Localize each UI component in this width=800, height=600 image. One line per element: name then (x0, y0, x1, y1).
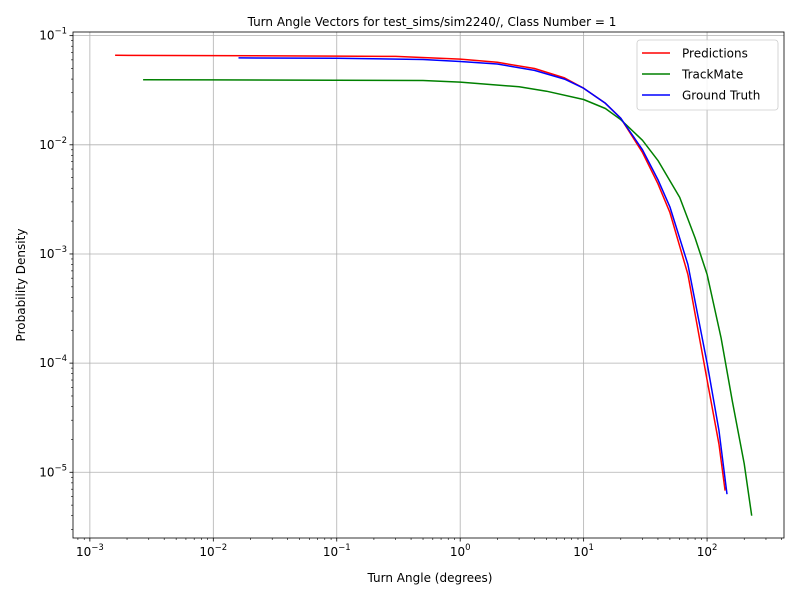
y-tick-label-base: 10 (39, 29, 54, 43)
x-tick-label-exponent: 1 (589, 543, 594, 553)
x-tick-label-base: 10 (76, 545, 91, 559)
y-tick-label: 10−5 (39, 463, 67, 479)
y-tick-label-base: 10 (39, 465, 54, 479)
y-tick-label-base: 10 (39, 247, 54, 261)
series-line-ground-truth (238, 57, 728, 495)
y-tick-label-base: 10 (39, 356, 54, 370)
y-tick-label-exponent: −3 (54, 245, 67, 255)
x-tick-label: 10−2 (199, 543, 227, 559)
legend-label-trackmate: TrackMate (681, 68, 743, 82)
x-tick-label: 10−1 (323, 543, 351, 559)
grid (73, 32, 784, 538)
x-axis-label: Turn Angle (degrees) (367, 571, 493, 585)
x-tick-label-base: 10 (323, 545, 338, 559)
y-tick-label-exponent: −4 (54, 354, 67, 364)
x-tick-label: 101 (573, 543, 594, 559)
series-layer (115, 54, 753, 516)
x-tick-label-base: 10 (450, 545, 465, 559)
y-tick-label-exponent: −2 (54, 136, 67, 146)
plot-frame (72, 31, 785, 539)
x-tick-label-exponent: −3 (91, 543, 104, 553)
chart-title: Turn Angle Vectors for test_sims/sim2240… (247, 15, 617, 29)
y-tick-label: 10−1 (39, 27, 67, 43)
x-tick-label-exponent: −1 (338, 543, 351, 553)
x-tick-label-base: 10 (573, 545, 588, 559)
legend: Predictions TrackMate Ground Truth (636, 39, 779, 111)
x-tick-label: 100 (450, 543, 471, 559)
y-tick-label-exponent: −1 (54, 27, 67, 37)
y-tick-label: 10−3 (39, 245, 67, 261)
y-axis-label: Probability Density (14, 229, 28, 342)
x-tick-label-base: 10 (199, 545, 214, 559)
series-line-trackmate (143, 78, 753, 516)
y-tick-label: 10−4 (39, 354, 67, 370)
y-axis-ticks: 10−510−410−310−210−1 (39, 27, 73, 530)
x-tick-label-exponent: 0 (465, 543, 470, 553)
x-tick-label: 102 (697, 543, 718, 559)
x-tick-label: 10−3 (76, 543, 104, 559)
legend-label-ground-truth: Ground Truth (682, 89, 760, 103)
y-tick-label-base: 10 (39, 138, 54, 152)
x-tick-label-exponent: −2 (215, 543, 228, 553)
legend-box (636, 39, 779, 111)
x-tick-label-base: 10 (697, 545, 712, 559)
y-tick-label: 10−2 (39, 136, 67, 152)
x-axis-ticks: 10−3 10−2 10−1 100 101 102 (76, 538, 782, 559)
y-tick-label-exponent: −5 (54, 463, 67, 473)
legend-label-predictions: Predictions (682, 47, 748, 61)
x-tick-label-exponent: 2 (712, 543, 717, 553)
